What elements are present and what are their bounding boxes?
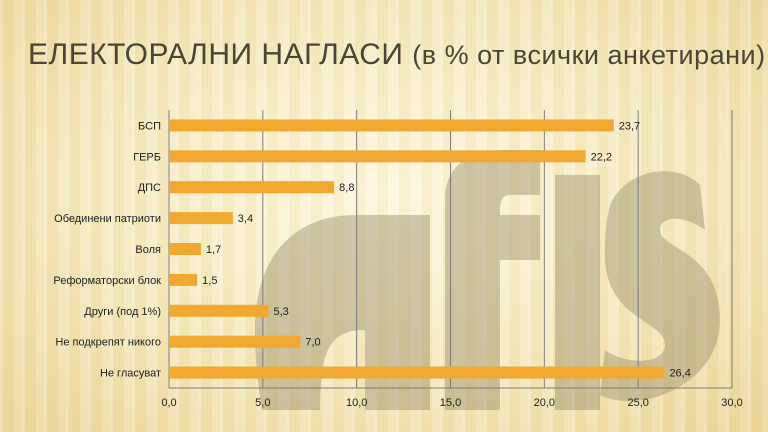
category-label: Други (под 1%) xyxy=(84,306,161,318)
x-axis-tick-labels: 0,0 5,0 10,0 15,0 20,0 25,0 30,0 xyxy=(161,397,742,409)
bar xyxy=(169,335,301,348)
bar-value-label: 3,4 xyxy=(238,213,253,225)
bar-value-label: 1,5 xyxy=(202,275,217,287)
category-label: ГЕРБ xyxy=(133,151,161,163)
category-labels: БСП ГЕРБ ДПС Обединени патриоти Воля Реформат… xyxy=(53,120,161,379)
category-label: Реформаторски блок xyxy=(53,275,161,287)
bar xyxy=(169,119,614,132)
category-label: Не подкрепят никого xyxy=(55,337,161,349)
category-label: БСП xyxy=(138,120,161,132)
x-tick-label: 20,0 xyxy=(534,397,555,409)
logo-letter-a xyxy=(255,215,430,410)
bar xyxy=(169,150,586,163)
bar-value-label: 22,2 xyxy=(591,151,612,163)
logo-letter-s xyxy=(600,171,720,402)
category-label: Не гласуват xyxy=(100,368,161,380)
bar-value-label: 5,3 xyxy=(273,306,288,318)
x-tick-label: 30,0 xyxy=(721,397,742,409)
value-labels: 23,7 22,2 8,8 3,4 1,7 1,5 5,3 7,0 26,4 xyxy=(202,120,691,379)
bar-value-label: 8,8 xyxy=(339,182,354,194)
x-tick-label: 25,0 xyxy=(627,397,648,409)
x-tick-label: 15,0 xyxy=(440,397,461,409)
x-tick-label: 10,0 xyxy=(346,397,367,409)
x-tick-label: 5,0 xyxy=(255,397,270,409)
bar-value-label: 23,7 xyxy=(619,120,640,132)
category-label: Воля xyxy=(135,244,161,256)
category-label: Обединени патриоти xyxy=(54,213,161,225)
bar xyxy=(169,243,201,255)
logo-letter-f xyxy=(445,150,540,410)
bar xyxy=(169,366,665,379)
category-label: ДПС xyxy=(138,182,161,194)
title-subtitle: (в % от всички анкетирани) xyxy=(412,40,766,70)
title-main: ЕЛЕКТОРАЛНИ НАГЛАСИ xyxy=(28,38,404,71)
x-tick-label: 0,0 xyxy=(161,397,176,409)
chart-bars xyxy=(169,119,665,379)
slide-title: ЕЛЕКТОРАЛНИ НАГЛАСИ (в % от всички анкет… xyxy=(28,38,765,72)
bar-value-label: 7,0 xyxy=(305,337,320,349)
bar xyxy=(169,212,233,225)
bar-value-label: 26,4 xyxy=(669,368,690,380)
bar xyxy=(169,273,198,286)
bar xyxy=(169,304,269,317)
bar-value-label: 1,7 xyxy=(206,244,221,256)
bar xyxy=(169,181,335,194)
